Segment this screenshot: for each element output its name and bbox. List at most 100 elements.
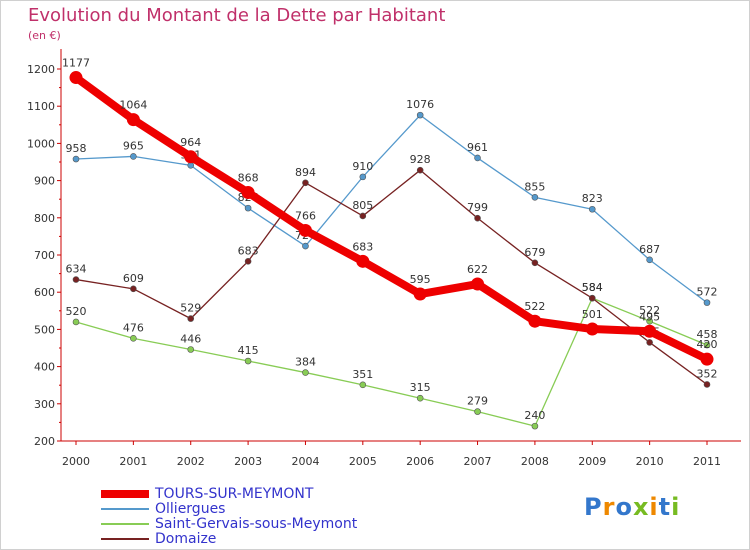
data-label: 679: [524, 246, 545, 259]
data-label: 351: [352, 368, 373, 381]
data-label: 279: [467, 395, 488, 408]
data-label: 910: [352, 160, 373, 173]
data-point: [187, 346, 195, 353]
data-point: [528, 314, 542, 328]
legend-label: TOURS-SUR-MEYMONT: [155, 486, 314, 502]
data-point: [356, 254, 370, 268]
data-point: [588, 294, 596, 302]
data-point: [416, 166, 424, 174]
data-label: 522: [524, 300, 545, 313]
data-point: [302, 369, 309, 376]
y-tick-label: 700: [34, 249, 55, 262]
data-label: 766: [295, 209, 316, 222]
data-point: [588, 205, 596, 213]
data-point: [241, 186, 255, 200]
y-tick-label: 600: [34, 286, 55, 299]
x-tick-label: 2001: [119, 455, 147, 468]
data-label: 446: [180, 332, 201, 345]
data-label: 240: [524, 409, 545, 422]
data-point: [416, 394, 424, 402]
y-tick-label: 800: [34, 212, 55, 225]
data-point: [359, 173, 367, 181]
x-tick-label: 2007: [464, 455, 492, 468]
data-point: [130, 335, 137, 342]
data-point: [585, 322, 599, 336]
data-label: 855: [524, 180, 545, 193]
data-label: 520: [66, 305, 87, 318]
data-point: [244, 258, 252, 265]
x-tick-label: 2004: [291, 455, 319, 468]
data-point: [646, 256, 653, 264]
legend-swatch: [101, 538, 149, 540]
data-point: [471, 277, 485, 291]
data-point: [531, 194, 539, 201]
data-label: 868: [238, 172, 259, 185]
data-point: [359, 381, 367, 389]
data-label: 894: [295, 166, 316, 179]
legend-label: Domaize: [155, 531, 217, 547]
data-point: [413, 287, 427, 301]
data-point: [646, 317, 653, 325]
data-point: [72, 318, 80, 326]
y-tick-label: 1200: [27, 63, 55, 76]
series-line-olliergues: [75, 114, 708, 304]
x-tick-label: 2000: [62, 455, 90, 468]
data-label: 572: [697, 286, 718, 299]
data-label: 928: [410, 153, 431, 166]
legend-swatch: [101, 490, 149, 498]
data-label: 965: [123, 139, 144, 152]
data-label: 1177: [62, 57, 90, 70]
data-point: [72, 155, 80, 163]
data-point: [244, 204, 252, 212]
legend-item: Saint-Gervais-sous-Meymont: [101, 516, 357, 532]
data-point: [359, 212, 367, 220]
data-label: 823: [582, 192, 603, 205]
x-tick-label: 2011: [693, 455, 721, 468]
x-tick-label: 2002: [177, 455, 205, 468]
y-tick-label: 400: [34, 361, 55, 374]
y-tick-label: 500: [34, 323, 55, 336]
data-point: [643, 324, 657, 338]
data-point: [187, 315, 195, 322]
x-tick-label: 2005: [349, 455, 377, 468]
x-tick-label: 2003: [234, 455, 262, 468]
data-point: [700, 352, 714, 366]
y-tick-label: 200: [34, 435, 55, 448]
data-point: [646, 339, 653, 346]
data-label: 495: [639, 310, 660, 323]
data-label: 683: [238, 244, 259, 257]
series-line-saint-gervais-sous-meymont: [75, 297, 708, 427]
data-label: 609: [123, 272, 144, 285]
data-label: 687: [639, 243, 660, 256]
x-tick-label: 2010: [636, 455, 664, 468]
data-point: [302, 242, 309, 250]
data-label: 315: [410, 381, 431, 394]
data-point: [298, 223, 312, 237]
data-label: 420: [697, 338, 718, 351]
data-label: 961: [467, 141, 488, 154]
data-label: 1064: [119, 99, 147, 112]
x-tick-label: 2009: [578, 455, 606, 468]
data-label: 799: [467, 201, 488, 214]
data-label: 584: [582, 281, 603, 294]
x-tick-label: 2006: [406, 455, 434, 468]
series-line-tours-sur-meymont: [72, 73, 711, 364]
series-line-domaize: [75, 169, 708, 386]
data-point: [126, 113, 140, 127]
data-point: [184, 150, 198, 164]
legend-label: Saint-Gervais-sous-Meymont: [155, 516, 358, 532]
data-label: 595: [410, 273, 431, 286]
chart-title: Evolution du Montant de la Dette par Hab…: [28, 5, 446, 26]
y-tick-label: 1000: [27, 137, 55, 150]
legend-swatch: [101, 508, 149, 510]
legend-item: TOURS-SUR-MEYMONT: [101, 486, 313, 502]
data-point: [474, 214, 481, 222]
data-label: 964: [180, 136, 201, 149]
data-label: 958: [66, 142, 87, 155]
data-label: 634: [66, 263, 87, 276]
unit-label: (en €): [28, 29, 61, 42]
data-point: [703, 341, 711, 349]
data-label: 522: [639, 304, 660, 317]
data-label: 584: [582, 281, 603, 294]
